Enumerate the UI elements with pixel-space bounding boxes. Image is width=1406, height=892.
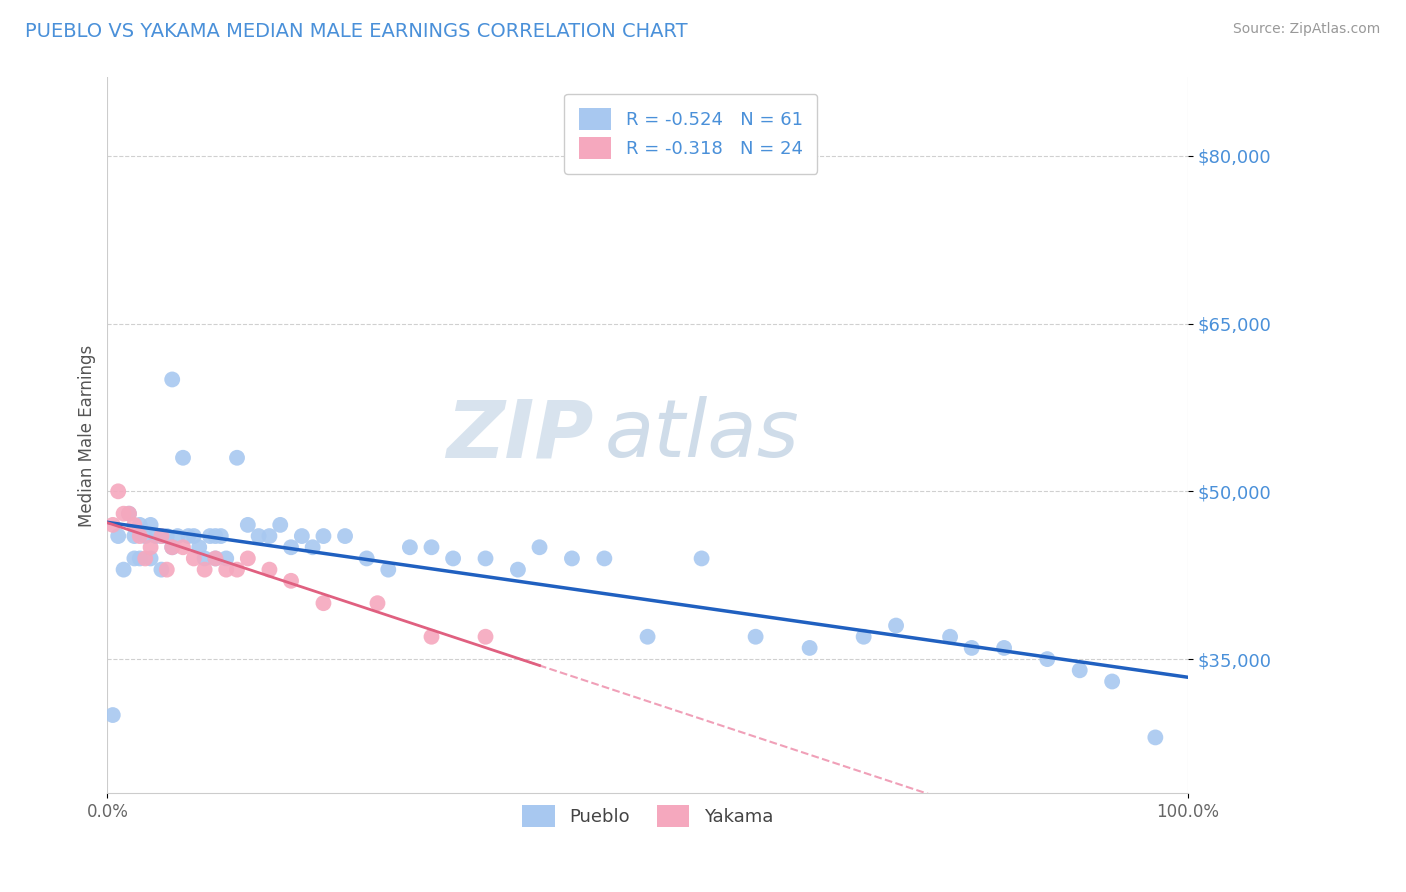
Point xyxy=(172,450,194,465)
Point xyxy=(884,618,907,632)
Point xyxy=(420,630,443,644)
Point xyxy=(128,551,150,566)
Point xyxy=(215,551,238,566)
Point xyxy=(112,507,135,521)
Point xyxy=(150,529,173,543)
Point xyxy=(236,517,259,532)
Point xyxy=(799,640,821,655)
Point xyxy=(960,640,983,655)
Point xyxy=(177,529,200,543)
Point xyxy=(183,529,205,543)
Point xyxy=(561,551,583,566)
Point xyxy=(145,529,167,543)
Point xyxy=(172,541,194,555)
Point xyxy=(993,640,1015,655)
Point xyxy=(156,563,179,577)
Point xyxy=(236,551,259,566)
Point xyxy=(506,563,529,577)
Point xyxy=(215,563,238,577)
Point xyxy=(150,563,173,577)
Point xyxy=(150,529,173,543)
Point xyxy=(118,507,141,521)
Point xyxy=(139,517,162,532)
Text: Source: ZipAtlas.com: Source: ZipAtlas.com xyxy=(1233,22,1381,37)
Point xyxy=(259,529,281,543)
Point xyxy=(128,517,150,532)
Point xyxy=(377,563,399,577)
Point xyxy=(1144,731,1167,745)
Point xyxy=(366,596,388,610)
Point xyxy=(441,551,464,566)
Point xyxy=(139,551,162,566)
Point xyxy=(637,630,659,644)
Point xyxy=(124,529,146,543)
Point xyxy=(124,551,146,566)
Text: PUEBLO VS YAKAMA MEDIAN MALE EARNINGS CORRELATION CHART: PUEBLO VS YAKAMA MEDIAN MALE EARNINGS CO… xyxy=(25,22,688,41)
Legend: Pueblo, Yakama: Pueblo, Yakama xyxy=(515,798,780,834)
Point xyxy=(744,630,766,644)
Point xyxy=(226,563,249,577)
Point xyxy=(183,551,205,566)
Point xyxy=(188,541,211,555)
Point xyxy=(852,630,875,644)
Point xyxy=(593,551,616,566)
Point xyxy=(194,551,217,566)
Point xyxy=(101,708,124,723)
Text: ZIP: ZIP xyxy=(446,396,593,475)
Point xyxy=(333,529,356,543)
Point xyxy=(399,541,422,555)
Point xyxy=(939,630,962,644)
Point xyxy=(156,529,179,543)
Point xyxy=(529,541,551,555)
Point xyxy=(107,484,129,499)
Point xyxy=(259,563,281,577)
Point xyxy=(247,529,270,543)
Point xyxy=(194,563,217,577)
Point xyxy=(301,541,323,555)
Y-axis label: Median Male Earnings: Median Male Earnings xyxy=(79,344,96,526)
Text: atlas: atlas xyxy=(605,396,799,475)
Point xyxy=(1036,652,1059,666)
Point xyxy=(356,551,378,566)
Point xyxy=(204,529,226,543)
Point xyxy=(198,529,221,543)
Point xyxy=(134,551,156,566)
Point xyxy=(312,529,335,543)
Point xyxy=(269,517,291,532)
Point xyxy=(291,529,314,543)
Point xyxy=(226,450,249,465)
Point xyxy=(204,551,226,566)
Point xyxy=(204,551,226,566)
Point xyxy=(124,517,146,532)
Point xyxy=(690,551,713,566)
Point xyxy=(420,541,443,555)
Point xyxy=(101,517,124,532)
Point xyxy=(139,541,162,555)
Point xyxy=(280,574,302,588)
Point xyxy=(128,529,150,543)
Point xyxy=(209,529,232,543)
Point xyxy=(166,529,188,543)
Point xyxy=(1101,674,1123,689)
Point xyxy=(280,541,302,555)
Point xyxy=(160,541,183,555)
Point xyxy=(112,563,135,577)
Point xyxy=(134,529,156,543)
Point xyxy=(118,507,141,521)
Point xyxy=(160,372,183,386)
Point xyxy=(160,541,183,555)
Point xyxy=(312,596,335,610)
Point xyxy=(1069,663,1091,677)
Point xyxy=(107,529,129,543)
Point xyxy=(474,630,496,644)
Point xyxy=(474,551,496,566)
